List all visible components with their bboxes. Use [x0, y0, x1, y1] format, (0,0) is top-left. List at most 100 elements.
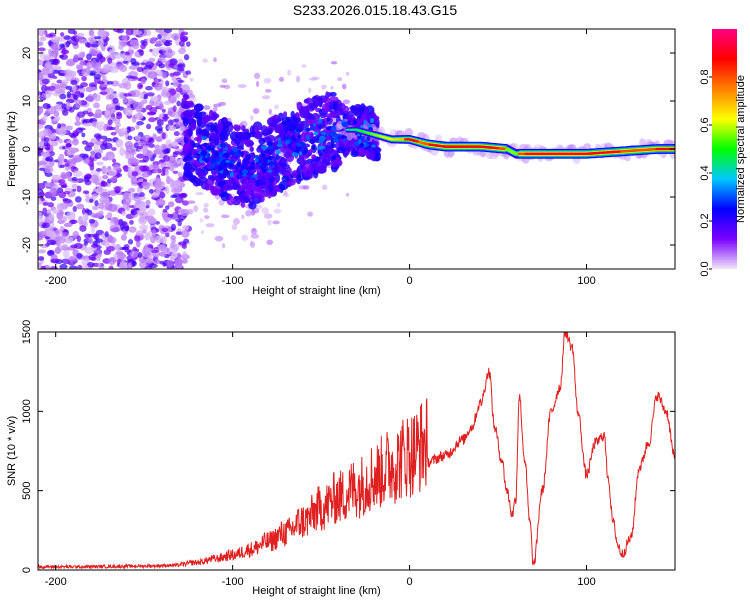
spectral-cell [277, 139, 282, 146]
spectral-cell [130, 157, 137, 164]
spectral-cell [248, 157, 254, 163]
spectral-cell [253, 155, 261, 159]
spectral-cell [92, 93, 101, 102]
spectral-cell [191, 143, 201, 148]
spectral-cell [41, 222, 50, 229]
spectral-cell [295, 128, 302, 133]
spectral-cell [165, 46, 172, 54]
spectral-cell [50, 42, 59, 52]
spectral-cell [97, 124, 104, 131]
spectral-cell [311, 154, 317, 160]
spectral-cell [83, 158, 91, 164]
spectral-cell [363, 119, 367, 125]
spectral-cell [195, 192, 204, 196]
spectral-cell [79, 225, 87, 232]
spectral-cell [197, 127, 203, 136]
spectral-cell [91, 193, 98, 199]
spectral-cell [242, 162, 248, 169]
spectral-cell [189, 175, 197, 184]
spectral-cell [139, 203, 148, 212]
spectral-cell [38, 231, 48, 238]
spectral-cell [61, 184, 68, 188]
spectral-cell [331, 135, 338, 139]
spectral-cell [240, 201, 246, 208]
spectral-cell [172, 152, 178, 158]
spectral-cell [278, 76, 285, 82]
spectral-cell [51, 209, 60, 214]
spectral-cell [205, 223, 215, 228]
spectral-cell [283, 190, 288, 196]
spectral-cell [283, 111, 288, 118]
spectral-cell [160, 91, 171, 98]
spectral-cell [369, 117, 375, 124]
spectral-cell [200, 150, 208, 157]
spectral-cell [61, 79, 69, 84]
spectral-cell [74, 196, 82, 203]
spectral-cell [180, 84, 190, 93]
spectral-cell [153, 168, 159, 174]
spectral-cell [148, 143, 155, 148]
spectral-cell [125, 29, 134, 36]
spectral-cell [88, 237, 93, 245]
x-tick-label: 0 [407, 275, 413, 287]
spectral-cell [61, 243, 69, 250]
spectral-cell [341, 83, 347, 90]
spectral-cell [330, 126, 337, 131]
spectral-cell [211, 187, 222, 196]
spectral-cell [111, 147, 117, 151]
spectral-cell [183, 238, 190, 244]
spectral-cell [214, 152, 220, 157]
spectral-cell [242, 169, 249, 174]
spectral-cell [225, 159, 231, 164]
spectral-cell [236, 174, 243, 180]
spectral-cell [76, 203, 85, 210]
chart-title: S233.2026.015.18.43.G15 [292, 2, 458, 18]
spectral-cell [250, 228, 258, 235]
spectral-cell [309, 148, 314, 154]
spectral-cell [324, 147, 330, 154]
spectral-cell [203, 203, 209, 208]
spectral-cell [159, 260, 164, 265]
spectral-cell [204, 215, 210, 220]
spectral-cell [122, 60, 129, 64]
spectral-cell [83, 212, 89, 222]
spectral-cell [165, 205, 170, 210]
spectral-cell [106, 126, 113, 131]
spectral-cell [148, 217, 157, 225]
spectral-cell [38, 182, 46, 190]
spectral-cell [337, 77, 343, 82]
spectral-cell [74, 121, 82, 126]
spectral-cell [147, 71, 158, 79]
spectral-cell [151, 229, 157, 238]
spectral-cell [56, 101, 64, 105]
spectral-cell [158, 251, 167, 257]
spectral-cell [141, 172, 150, 178]
spectral-cell [366, 152, 376, 160]
spectral-cell [167, 201, 175, 208]
spectral-cell [101, 165, 107, 175]
spectral-cell [135, 124, 140, 130]
spectral-cell [123, 93, 133, 97]
spectral-cell [276, 202, 281, 208]
spectral-cell [371, 144, 376, 148]
spectral-cell [324, 103, 330, 113]
spectral-cell [66, 91, 71, 99]
spectral-cell [55, 229, 61, 236]
spectral-cell [191, 159, 198, 166]
spectral-cell [266, 141, 273, 147]
spectral-cell [272, 220, 280, 225]
spectral-cell [144, 247, 153, 253]
spectral-cell [155, 198, 166, 207]
spectral-cell [180, 31, 189, 36]
spectral-cell [90, 43, 99, 48]
spectral-cell [363, 143, 370, 147]
spectral-cell [38, 262, 42, 268]
spectral-cell [223, 152, 230, 158]
spectral-cell [130, 57, 137, 65]
spectral-cell [146, 111, 156, 116]
spectral-cell [72, 170, 83, 178]
spectral-cell [263, 157, 269, 163]
spectral-cell [322, 184, 328, 191]
spectral-cell [299, 110, 309, 119]
spectral-cell [40, 85, 48, 92]
